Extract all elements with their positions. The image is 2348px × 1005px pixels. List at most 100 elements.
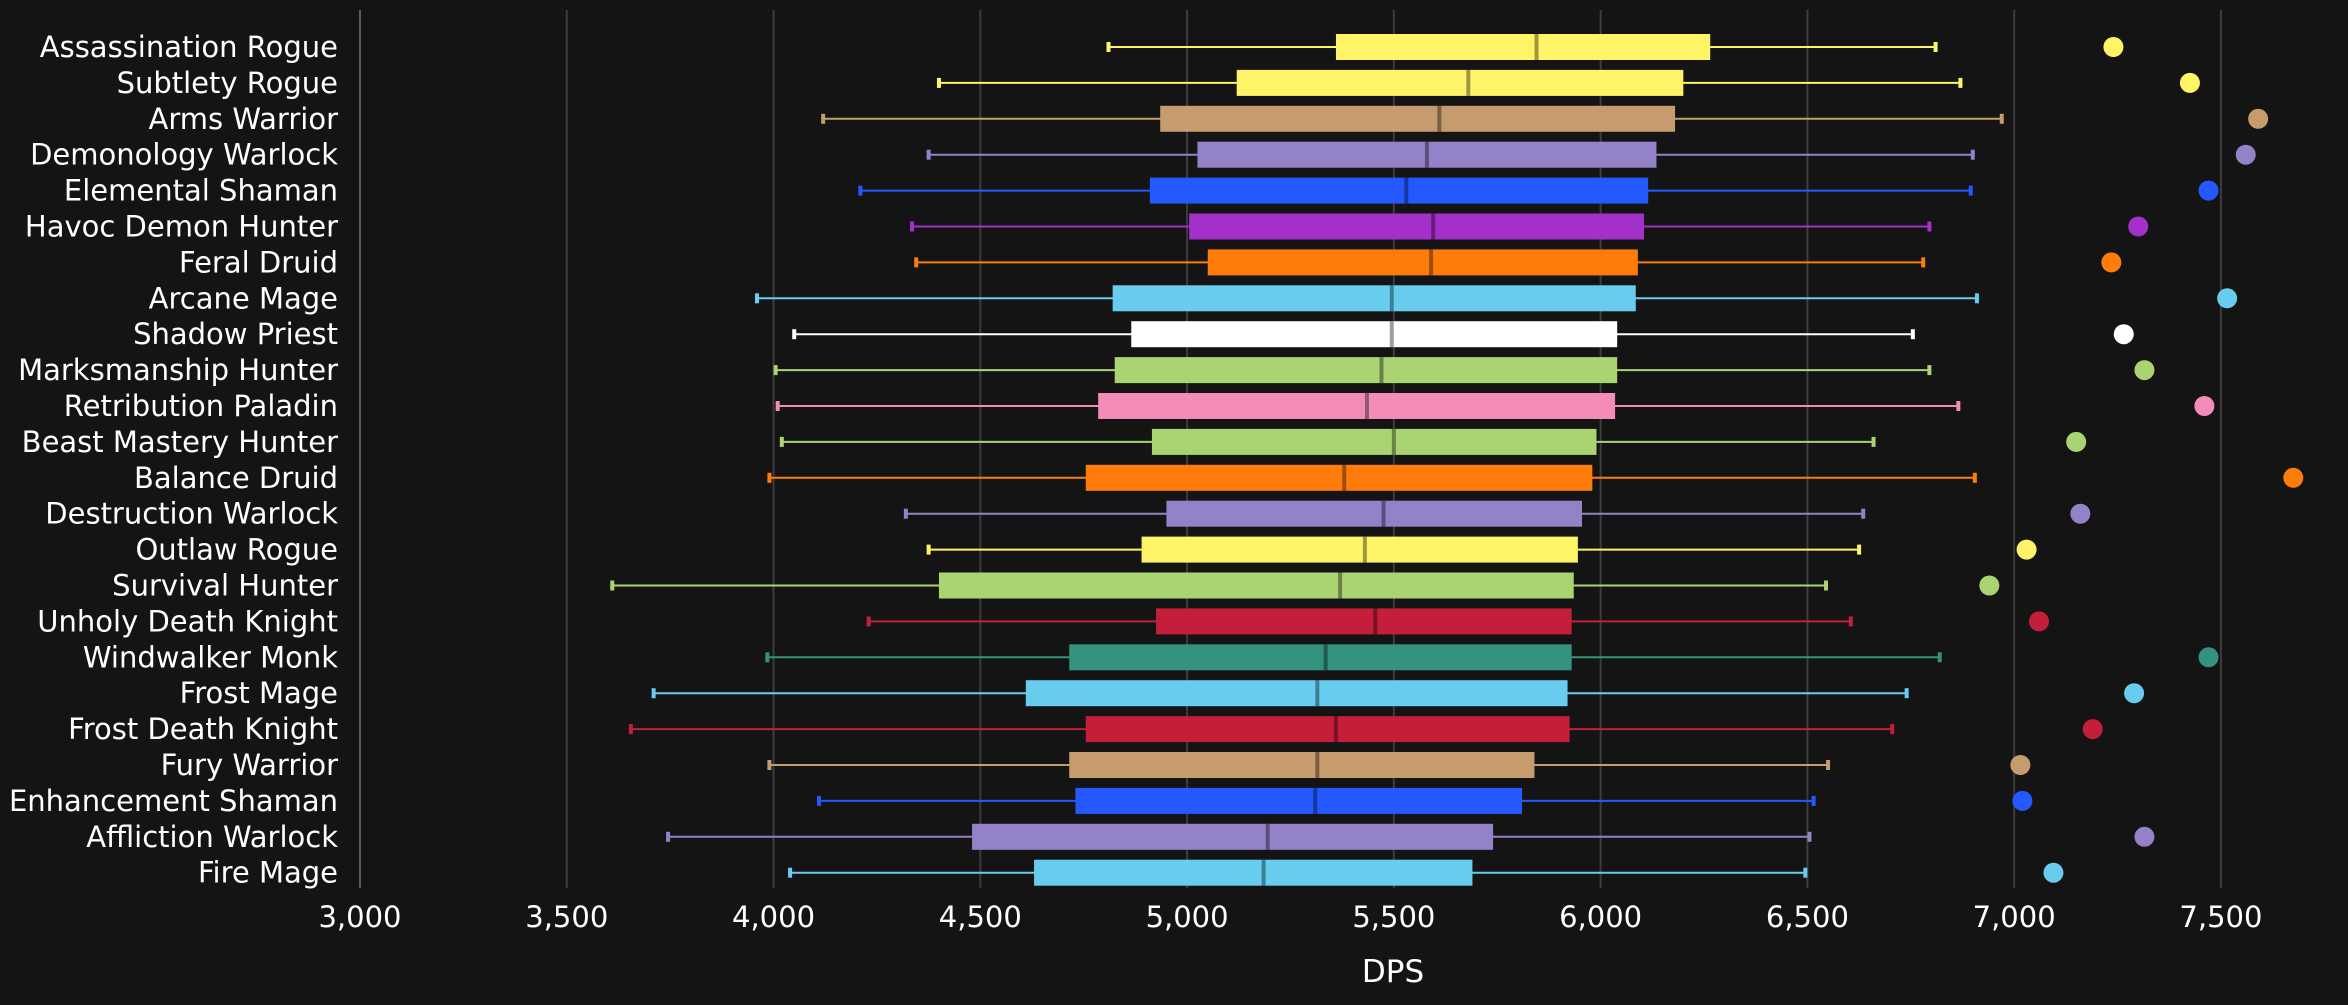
box-plot-item	[775, 393, 1961, 419]
point-marker	[2134, 360, 2155, 381]
box-plot-item	[666, 823, 1812, 850]
iqr-box	[1098, 393, 1616, 419]
category-label: Feral Druid	[179, 245, 338, 279]
point-marker	[2235, 144, 2256, 165]
category-label: Marksmanship Hunter	[18, 353, 338, 387]
iqr-box	[1189, 213, 1645, 240]
category-label: Frost Death Knight	[68, 712, 338, 746]
x-tick-label: 7,500	[2179, 900, 2262, 934]
point-marker	[2134, 826, 2155, 847]
point-marker	[2082, 719, 2103, 740]
box-plot-item	[817, 787, 1816, 814]
category-label: Arcane Mage	[149, 281, 338, 315]
point-markers	[1979, 37, 2304, 883]
point-marker	[2012, 790, 2033, 811]
iqr-box	[1085, 464, 1593, 491]
point-marker	[2103, 37, 2124, 57]
point-marker	[2066, 431, 2087, 452]
category-label: Retribution Paladin	[64, 389, 338, 423]
box-plot-item	[866, 608, 1853, 635]
point-marker	[2010, 755, 2031, 775]
iqr-box	[1160, 105, 1676, 132]
point-marker	[2101, 252, 2122, 273]
box-plot-item	[858, 177, 1973, 204]
box-plot-item	[821, 105, 2004, 132]
iqr-box	[1069, 644, 1572, 671]
point-marker	[2283, 467, 2304, 488]
point-marker	[2113, 324, 2134, 345]
box-series	[610, 34, 2004, 886]
category-label: Unholy Death Knight	[37, 604, 338, 638]
x-tick-label: 5,500	[1352, 900, 1435, 934]
iqr-box	[1197, 141, 1657, 168]
box-plot-item	[767, 752, 1831, 778]
iqr-box	[1034, 859, 1473, 886]
iqr-box	[1075, 787, 1523, 814]
point-marker	[2028, 611, 2049, 632]
box-plot-item	[765, 644, 1942, 671]
x-tick-label: 5,000	[1146, 900, 1229, 934]
point-marker	[2124, 683, 2145, 704]
box-plot-item	[628, 716, 1895, 743]
category-label: Frost Mage	[180, 676, 338, 710]
category-label: Destruction Warlock	[45, 497, 338, 531]
point-marker	[2217, 288, 2238, 309]
x-tick-label: 7,000	[1973, 900, 2056, 934]
point-marker	[1979, 575, 2000, 596]
box-plot-item	[773, 357, 1932, 384]
category-label: Windwalker Monk	[83, 640, 338, 674]
point-marker	[2070, 503, 2091, 524]
iqr-box	[1149, 177, 1649, 204]
point-marker	[2248, 108, 2269, 129]
point-marker	[2179, 72, 2200, 93]
category-label: Beast Mastery Hunter	[22, 425, 338, 459]
iqr-box	[1114, 357, 1618, 384]
point-marker	[2198, 647, 2219, 668]
x-tick-label: 6,000	[1559, 900, 1642, 934]
iqr-box	[1151, 428, 1597, 455]
category-label: Shadow Priest	[133, 317, 338, 351]
category-label: Outlaw Rogue	[135, 533, 338, 567]
category-label: Subtlety Rogue	[117, 66, 338, 100]
box-plot-item	[651, 680, 1909, 707]
x-tick-label: 6,500	[1766, 900, 1849, 934]
box-plot-item	[903, 500, 1866, 527]
category-label: Affliction Warlock	[86, 820, 338, 854]
box-plot-item	[926, 536, 1862, 563]
box-plot-item	[792, 321, 1915, 348]
box-plot-item	[914, 249, 1926, 276]
category-label: Enhancement Shaman	[9, 784, 338, 818]
x-axis-title: DPS	[1362, 954, 1424, 990]
iqr-box	[1131, 321, 1618, 348]
x-tick-label: 3,500	[525, 900, 608, 934]
category-label: Demonology Warlock	[30, 138, 338, 172]
point-marker	[2043, 862, 2064, 883]
box-plot-item	[936, 69, 1963, 96]
box-plot-item	[767, 464, 1977, 491]
category-label: Arms Warrior	[149, 102, 339, 136]
point-marker	[2128, 216, 2149, 237]
x-axis: 3,000 3,500 4,000 4,500 5,000 5,500 6,000 6,500…	[318, 10, 2262, 934]
x-tick-label: 4,500	[939, 900, 1022, 934]
iqr-box	[1025, 680, 1568, 707]
category-label: Assassination Rogue	[40, 30, 338, 64]
box-plot-item	[788, 859, 1808, 886]
point-marker	[2198, 180, 2219, 201]
category-label: Elemental Shaman	[64, 174, 338, 208]
category-label: Fury Warrior	[161, 748, 339, 782]
category-label: Survival Hunter	[112, 569, 338, 603]
iqr-box	[1335, 34, 1711, 60]
box-plot-item	[755, 285, 1979, 312]
point-marker	[2194, 396, 2215, 416]
iqr-box	[1069, 752, 1535, 778]
iqr-box	[972, 823, 1494, 850]
category-label: Balance Druid	[134, 461, 338, 495]
iqr-box	[1141, 536, 1578, 563]
box-plot-item	[926, 141, 1975, 168]
iqr-box	[1236, 69, 1684, 96]
point-marker	[2016, 539, 2037, 560]
x-tick-label: 4,000	[732, 900, 815, 934]
box-plot-item	[779, 428, 1876, 455]
iqr-box	[1166, 500, 1583, 527]
